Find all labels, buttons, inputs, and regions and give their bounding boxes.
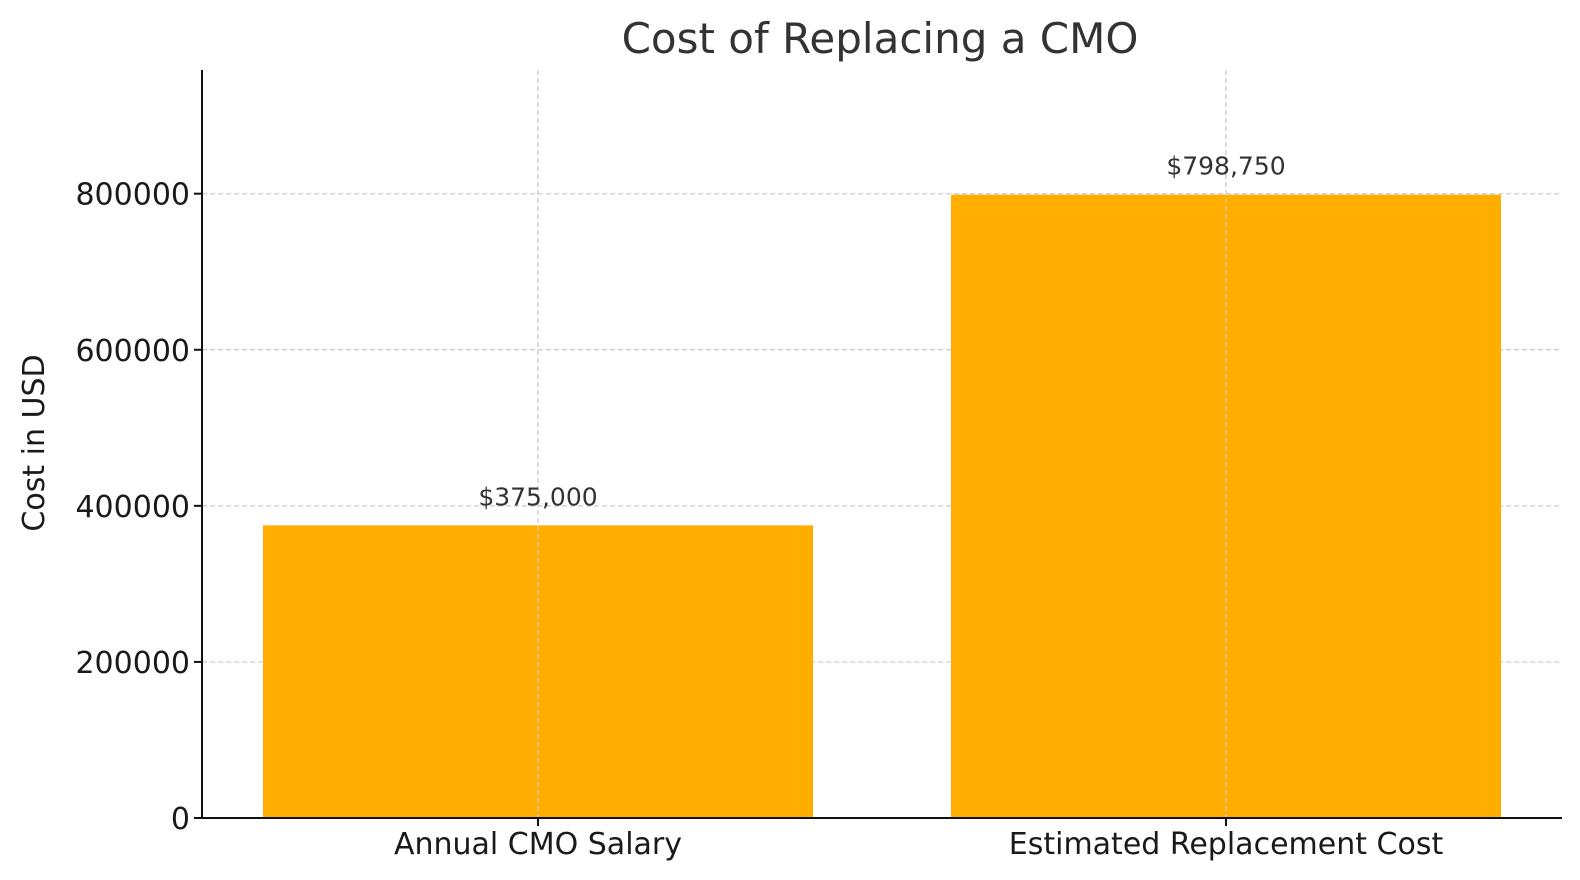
data-label-1: $798,750 — [1166, 152, 1285, 181]
y-tick-label-3: 600000 — [75, 334, 190, 369]
y-tick-label-1: 200000 — [75, 646, 190, 681]
chart-title: Cost of Replacing a CMO — [622, 14, 1139, 63]
y-axis-label: Cost in USD — [17, 354, 52, 531]
x-tick-label-1: Estimated Replacement Cost — [1009, 827, 1444, 862]
y-tick-label-0: 0 — [171, 802, 190, 837]
data-label-0: $375,000 — [478, 482, 597, 511]
bars — [263, 70, 1501, 818]
axes — [194, 70, 1562, 826]
y-tick-label-2: 400000 — [75, 490, 190, 525]
y-tick-label-4: 800000 — [75, 178, 190, 213]
labels: 0 200000 400000 600000 800000 Annual CMO Sala… — [75, 152, 1443, 862]
x-tick-label-0: Annual CMO Salary — [394, 827, 682, 862]
